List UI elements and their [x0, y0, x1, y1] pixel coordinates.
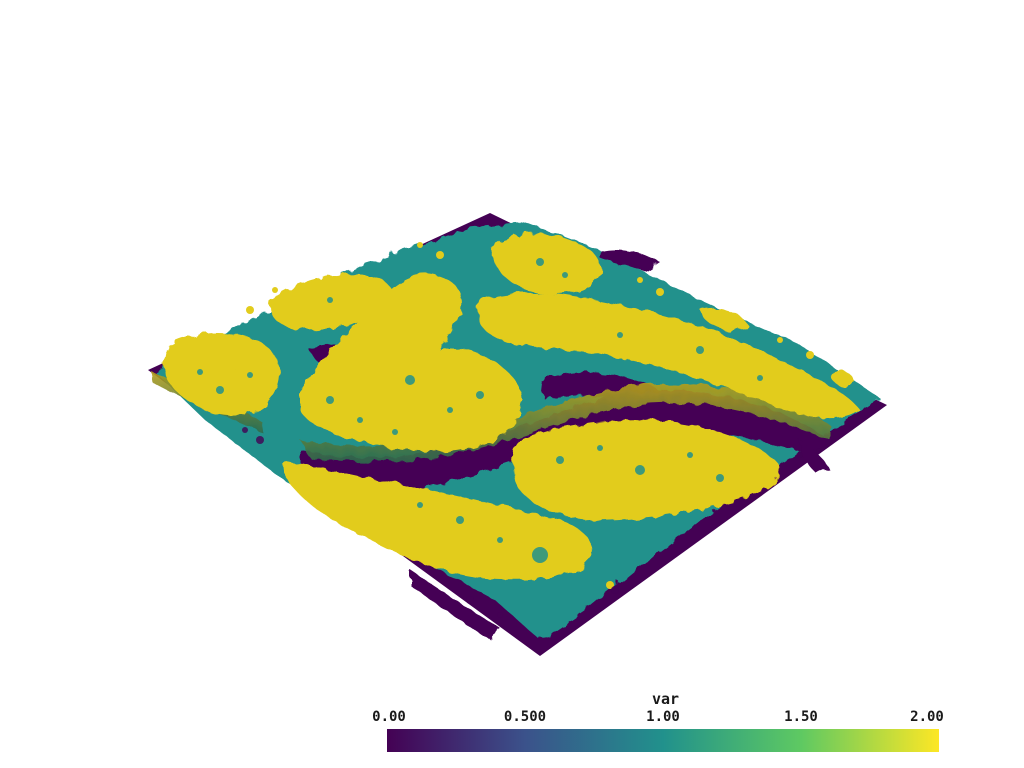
colorbar-gradient: [387, 729, 939, 752]
colorbar-tick-label: 1.00: [646, 709, 680, 725]
colorbar-tick-label: 2.00: [910, 709, 944, 725]
surface-speckles: [197, 242, 814, 618]
colorbar-tick-label: 0.500: [503, 709, 547, 725]
colorbar-title: var: [651, 690, 680, 708]
colorbar-tick-label: 1.50: [784, 709, 818, 725]
colorbar-tick-label: 0.00: [372, 709, 406, 725]
